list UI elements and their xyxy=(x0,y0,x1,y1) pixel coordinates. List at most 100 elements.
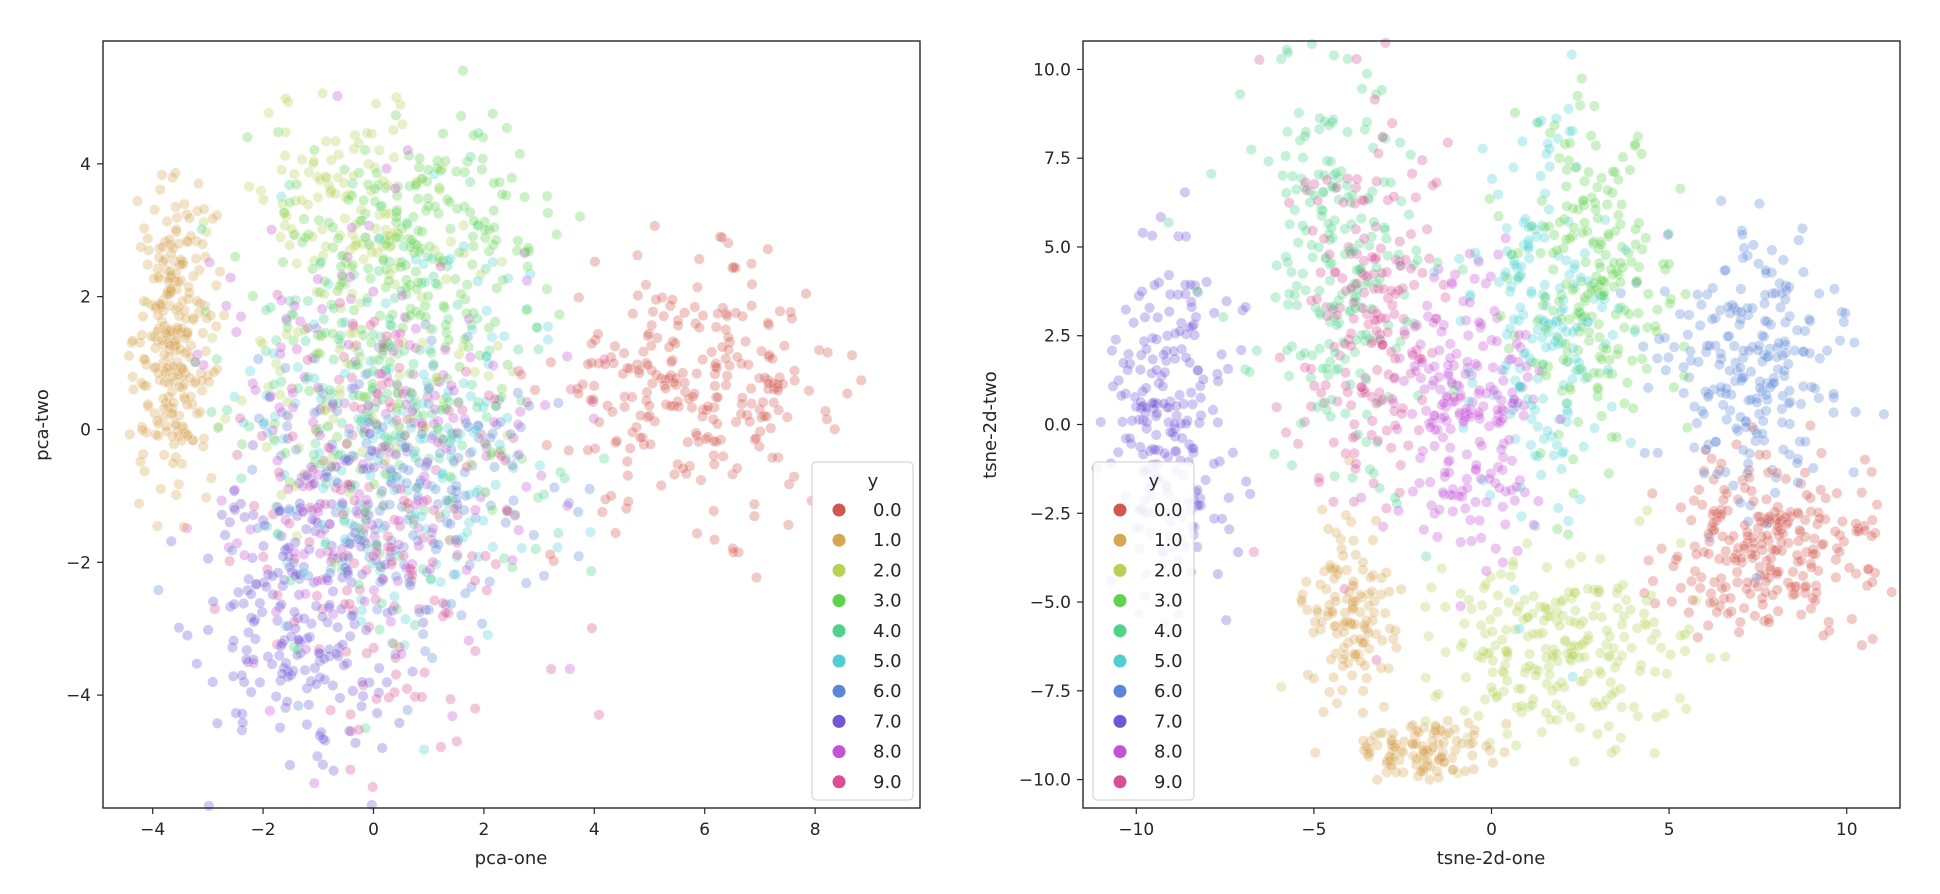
data-point-7.0 xyxy=(276,637,288,649)
data-point-0.0 xyxy=(1666,596,1678,608)
data-point-7.0 xyxy=(238,597,250,609)
data-point-2.0 xyxy=(290,195,302,207)
data-point-7.0 xyxy=(339,561,351,573)
data-point-1.0 xyxy=(1388,751,1400,763)
data-point-6.0 xyxy=(464,559,476,571)
data-point-2.0 xyxy=(1557,610,1569,622)
data-point-6.0 xyxy=(1642,382,1654,394)
data-point-0.0 xyxy=(611,435,623,447)
data-point-5.0 xyxy=(461,526,473,538)
data-point-7.0 xyxy=(295,647,307,659)
data-point-5.0 xyxy=(325,563,337,575)
data-point-6.0 xyxy=(573,550,585,562)
data-point-1.0 xyxy=(178,378,190,390)
data-point-3.0 xyxy=(395,261,407,273)
data-point-3.0 xyxy=(369,183,381,195)
data-point-0.0 xyxy=(1718,494,1730,506)
data-point-0.0 xyxy=(762,378,774,390)
data-point-3.0 xyxy=(439,341,451,353)
data-point-1.0 xyxy=(152,367,164,379)
data-point-4.0 xyxy=(383,338,395,350)
data-point-9.0 xyxy=(493,447,505,459)
data-point-1.0 xyxy=(214,265,226,277)
data-point-7.0 xyxy=(332,552,344,564)
data-point-5.0 xyxy=(261,520,273,532)
data-point-8.0 xyxy=(314,547,326,559)
data-point-4.0 xyxy=(349,479,361,491)
data-point-2.0 xyxy=(363,158,375,170)
data-point-4.0 xyxy=(471,312,483,324)
data-point-7.0 xyxy=(335,603,347,615)
data-point-8.0 xyxy=(1555,413,1567,425)
data-point-1.0 xyxy=(134,336,146,348)
pca-points-layer xyxy=(123,65,867,812)
data-point-1.0 xyxy=(162,401,174,413)
data-point-5.0 xyxy=(442,385,454,397)
data-point-7.0 xyxy=(1197,373,1209,385)
data-point-4.0 xyxy=(1371,261,1383,273)
data-point-5.0 xyxy=(258,416,270,428)
data-point-3.0 xyxy=(291,178,303,190)
data-point-7.0 xyxy=(321,572,333,584)
data-point-8.0 xyxy=(308,777,320,789)
data-point-6.0 xyxy=(1637,340,1649,352)
data-point-4.0 xyxy=(348,269,360,281)
data-point-3.0 xyxy=(455,288,467,300)
data-point-5.0 xyxy=(1541,425,1553,437)
legend-marker-6.0 xyxy=(832,684,846,698)
data-point-5.0 xyxy=(437,472,449,484)
data-point-5.0 xyxy=(380,297,392,309)
data-point-1.0 xyxy=(182,236,194,248)
data-point-7.0 xyxy=(1129,391,1141,403)
data-point-8.0 xyxy=(410,323,422,335)
data-point-9.0 xyxy=(437,610,449,622)
data-point-5.0 xyxy=(308,372,320,384)
data-point-5.0 xyxy=(360,407,372,419)
data-point-4.0 xyxy=(1315,308,1327,320)
data-point-7.0 xyxy=(306,504,318,516)
data-point-5.0 xyxy=(372,455,384,467)
data-point-1.0 xyxy=(181,329,193,341)
data-point-0.0 xyxy=(1780,473,1792,485)
data-point-2.0 xyxy=(1625,604,1637,616)
data-point-1.0 xyxy=(142,233,154,245)
data-point-1.0 xyxy=(177,363,189,375)
data-point-8.0 xyxy=(469,504,481,516)
data-point-7.0 xyxy=(229,504,241,516)
data-point-4.0 xyxy=(585,565,597,577)
data-point-6.0 xyxy=(1793,234,1805,246)
data-point-9.0 xyxy=(326,401,338,413)
data-point-3.0 xyxy=(1580,256,1592,268)
data-point-0.0 xyxy=(1742,530,1754,542)
data-point-2.0 xyxy=(317,87,329,99)
data-point-9.0 xyxy=(286,383,298,395)
data-point-3.0 xyxy=(392,348,404,360)
data-point-9.0 xyxy=(422,391,434,403)
data-point-3.0 xyxy=(542,207,554,219)
data-point-1.0 xyxy=(1384,623,1396,635)
data-point-2.0 xyxy=(424,323,436,335)
data-point-1.0 xyxy=(1424,774,1436,786)
data-point-1.0 xyxy=(210,279,222,291)
data-point-3.0 xyxy=(315,329,327,341)
data-point-8.0 xyxy=(1418,383,1430,395)
data-point-4.0 xyxy=(1368,216,1380,228)
data-point-4.0 xyxy=(1317,363,1329,375)
data-point-5.0 xyxy=(1561,397,1573,409)
data-point-9.0 xyxy=(1328,436,1340,448)
data-point-9.0 xyxy=(1395,260,1407,272)
data-point-7.0 xyxy=(1136,286,1148,298)
data-point-6.0 xyxy=(520,577,532,589)
data-point-6.0 xyxy=(419,645,431,657)
data-point-4.0 xyxy=(432,424,444,436)
data-point-1.0 xyxy=(171,335,183,347)
data-point-5.0 xyxy=(1526,287,1538,299)
data-point-0.0 xyxy=(727,546,739,558)
data-point-0.0 xyxy=(640,357,652,369)
data-point-1.0 xyxy=(1375,588,1387,600)
data-point-0.0 xyxy=(1739,519,1751,531)
data-point-5.0 xyxy=(509,508,521,520)
data-point-2.0 xyxy=(1555,596,1567,608)
data-point-9.0 xyxy=(333,374,345,386)
data-point-2.0 xyxy=(1618,631,1630,643)
